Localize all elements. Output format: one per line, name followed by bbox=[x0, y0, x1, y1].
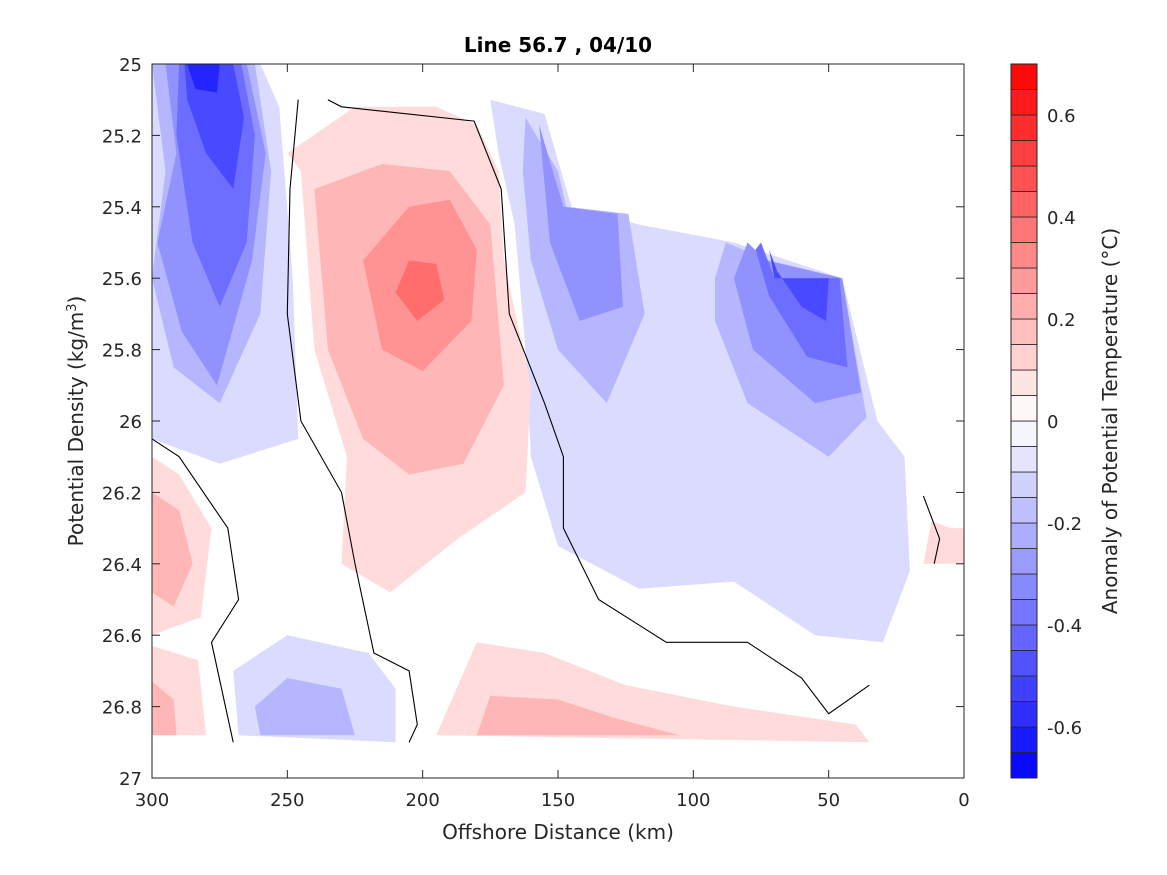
anomaly-region-25 bbox=[923, 521, 964, 564]
colorbar-level bbox=[1010, 624, 1038, 651]
y-axis: 25 25.2 25.4 25.6 25.8 26 26.2 26.4 26.6 26.8 27 bbox=[102, 55, 964, 790]
colorbar-tick-label: -0.2 bbox=[1047, 514, 1082, 535]
anomaly-region-8 bbox=[539, 124, 623, 321]
colorbar-level bbox=[1010, 599, 1038, 626]
x-tick-label: 50 bbox=[817, 790, 840, 811]
colorbar-label: Anomaly of Potential Temperature (°C) bbox=[1098, 228, 1122, 614]
y-tick-label: 25.6 bbox=[102, 269, 142, 290]
x-tick-label: 300 bbox=[135, 790, 169, 811]
anomaly-region-12 bbox=[769, 249, 829, 321]
y-axis-label: Potential Density (kg/m3) bbox=[64, 296, 88, 547]
colorbar-level bbox=[1010, 89, 1038, 116]
colorbar-level bbox=[1010, 242, 1038, 269]
colorbar-tick-label: 0.6 bbox=[1047, 106, 1076, 127]
y-tick-label: 26.2 bbox=[102, 483, 142, 504]
y-tick-label: 25 bbox=[119, 55, 142, 76]
colorbar-level bbox=[1010, 446, 1038, 473]
colorbar-tick-label: -0.6 bbox=[1047, 718, 1082, 739]
colorbar-level bbox=[1010, 420, 1038, 447]
colorbar-level bbox=[1010, 191, 1038, 218]
anomaly-region-18 bbox=[395, 260, 445, 321]
zero-contour-line-3 bbox=[922, 495, 941, 564]
colorbar-level bbox=[1010, 369, 1038, 396]
colorbar-level bbox=[1010, 573, 1038, 600]
zero-contour-line-2 bbox=[152, 438, 240, 743]
colorbar-level bbox=[1010, 497, 1038, 524]
anomaly-region-5 bbox=[187, 64, 220, 93]
colorbar bbox=[1010, 63, 1038, 779]
y-tick-label: 27 bbox=[119, 769, 142, 790]
y-tick-label: 26.8 bbox=[102, 698, 142, 719]
y-axis-label-suffix: ) bbox=[64, 296, 88, 304]
y-tick-label: 26.6 bbox=[102, 626, 142, 647]
x-tick-label: 100 bbox=[676, 790, 710, 811]
colorbar-level bbox=[1010, 395, 1038, 422]
colorbar-level bbox=[1010, 344, 1038, 371]
anomaly-region-20 bbox=[152, 492, 193, 607]
colorbar-level bbox=[1010, 548, 1038, 575]
y-tick-label: 25.8 bbox=[102, 341, 142, 362]
y-tick-label: 25.4 bbox=[102, 198, 142, 219]
y-tick-label: 26 bbox=[119, 412, 142, 433]
anomaly-region-22 bbox=[152, 681, 177, 736]
colorbar-level bbox=[1010, 650, 1038, 677]
colorbar-level bbox=[1010, 114, 1038, 141]
colorbar-level bbox=[1010, 318, 1038, 345]
colorbar-level bbox=[1010, 471, 1038, 498]
colorbar-level bbox=[1010, 267, 1038, 294]
contour-field bbox=[152, 64, 964, 743]
colorbar-tick-label: 0.2 bbox=[1047, 310, 1076, 331]
colorbar-level bbox=[1010, 63, 1038, 90]
colorbar-level bbox=[1010, 216, 1038, 243]
colorbar-level bbox=[1010, 701, 1038, 728]
colorbar-level bbox=[1010, 675, 1038, 702]
zero-contour-lines bbox=[152, 99, 941, 743]
y-tick-label: 25.2 bbox=[102, 126, 142, 147]
anomaly-region-4 bbox=[184, 64, 244, 189]
colorbar-tick-label: -0.4 bbox=[1047, 616, 1082, 637]
y-tick-label: 26.4 bbox=[102, 555, 142, 576]
anomaly-region-14 bbox=[254, 678, 355, 736]
colorbar-level bbox=[1010, 522, 1038, 549]
x-axis: 300 250 200 150 100 50 0 bbox=[135, 64, 970, 811]
colorbar-level bbox=[1010, 726, 1038, 753]
colorbar-level bbox=[1010, 140, 1038, 167]
x-tick-label: 250 bbox=[270, 790, 304, 811]
anomaly-region-24 bbox=[476, 695, 680, 736]
zero-contour-line-1 bbox=[327, 99, 870, 715]
colorbar-axis: 0.6 0.4 0.2 0 -0.2 -0.4 -0.6 bbox=[1047, 106, 1082, 739]
y-axis-label-text: Potential Density (kg/m bbox=[64, 312, 88, 547]
x-tick-label: 150 bbox=[541, 790, 575, 811]
zero-contour-line-0 bbox=[286, 99, 418, 743]
chart-title: Line 56.7 , 04/10 bbox=[464, 33, 652, 57]
colorbar-tick-label: 0.4 bbox=[1047, 208, 1076, 229]
colorbar-level bbox=[1010, 165, 1038, 192]
colorbar-tick-label: 0 bbox=[1047, 412, 1058, 433]
x-tick-label: 0 bbox=[958, 790, 969, 811]
colorbar-frame bbox=[1010, 63, 1038, 779]
x-tick-label: 200 bbox=[405, 790, 439, 811]
colorbar-level bbox=[1010, 752, 1038, 779]
colorbar-level bbox=[1010, 293, 1038, 320]
y-axis-label-superscript: 3 bbox=[65, 303, 80, 311]
x-axis-label: Offshore Distance (km) bbox=[442, 820, 674, 844]
